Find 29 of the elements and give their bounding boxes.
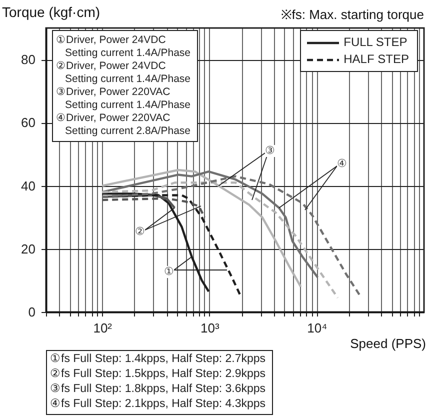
- x-tick-label: 10³: [200, 320, 220, 336]
- text: ④fs Full Step: 2.1kpps, Half Step: 4.3kpps: [50, 397, 266, 412]
- text: ②fs Full Step: 1.5kpps, Half Step: 2.9kpps: [50, 367, 266, 382]
- annotation: ①: [164, 265, 174, 278]
- y-tick-label: 20: [21, 241, 36, 256]
- y-tick-label: 40: [21, 178, 36, 194]
- annotation: Setting current 1.4A/Phase: [64, 99, 190, 112]
- annotation: ①Driver, Power 24VDC: [56, 34, 167, 47]
- annotation: Setting current 1.4A/Phase: [64, 47, 190, 60]
- y-tick-label: 80: [21, 52, 36, 68]
- annotation: Setting current 2.8A/Phase: [64, 125, 190, 138]
- annotation: ④: [337, 157, 347, 170]
- x-tick-label: 10⁴: [307, 320, 328, 336]
- y-tick-label: 60: [21, 115, 36, 130]
- annotation: ③: [265, 144, 275, 157]
- y-axis-title: Torque (kgf·cm): [2, 4, 100, 20]
- x-tick-label: 10²: [93, 320, 113, 336]
- text: ※fs: Max. starting torque: [280, 6, 424, 23]
- annotation: Setting current 1.4A/Phase: [64, 73, 190, 86]
- legend-label: FULL STEP: [344, 35, 408, 49]
- legend-label: HALF STEP: [344, 52, 409, 66]
- y-tick-label: 0: [28, 304, 36, 320]
- annotation: ④Driver, Power 220VAC: [56, 112, 172, 125]
- x-axis-title: Speed (PPS): [350, 336, 426, 351]
- text: ③fs Full Step: 1.8kpps, Half Step: 3.6kpps: [50, 382, 266, 397]
- annotation: ②Driver, Power 24VDC: [56, 60, 167, 73]
- text: ①fs Full Step: 1.4kpps, Half Step: 2.7kpps: [50, 352, 266, 367]
- annotation: ③Driver, Power 220VAC: [56, 86, 172, 99]
- annotation: ②: [135, 225, 145, 238]
